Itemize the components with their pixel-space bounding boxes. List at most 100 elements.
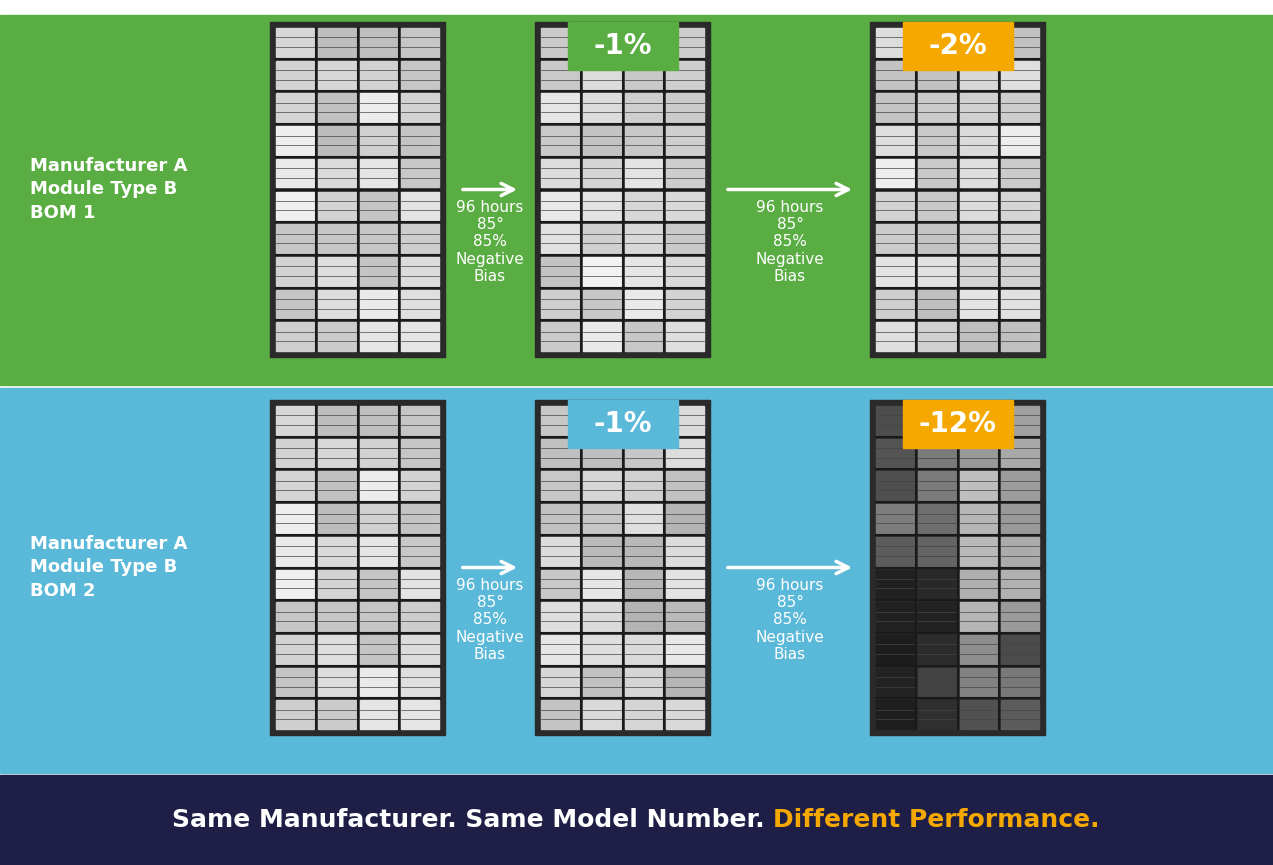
Bar <box>541 635 579 663</box>
Bar <box>276 635 313 663</box>
Bar <box>318 406 355 435</box>
Bar <box>318 257 355 285</box>
Bar <box>1002 290 1039 318</box>
Bar <box>876 569 914 599</box>
Bar <box>318 126 355 155</box>
Bar <box>666 635 704 663</box>
Bar <box>359 439 397 467</box>
Bar <box>666 191 704 221</box>
Text: -2%: -2% <box>928 32 987 60</box>
Text: Manufacturer A: Manufacturer A <box>31 535 187 553</box>
Bar <box>541 569 579 599</box>
Bar <box>541 439 579 467</box>
Bar <box>1002 224 1039 253</box>
Bar <box>960 290 997 318</box>
Bar <box>876 668 914 696</box>
Bar <box>276 159 313 188</box>
Bar <box>359 668 397 696</box>
Bar <box>918 93 956 122</box>
Bar <box>359 569 397 599</box>
Bar <box>625 159 662 188</box>
Bar <box>918 126 956 155</box>
Bar <box>359 159 397 188</box>
Bar <box>960 323 997 351</box>
Bar <box>318 537 355 566</box>
Bar <box>1002 439 1039 467</box>
Bar <box>318 635 355 663</box>
Bar <box>1002 602 1039 631</box>
Bar <box>541 701 579 729</box>
Bar <box>625 439 662 467</box>
Bar <box>318 159 355 188</box>
Bar <box>960 439 997 467</box>
Bar <box>541 504 579 533</box>
Bar <box>876 224 914 253</box>
Bar <box>401 126 439 155</box>
Bar <box>1002 323 1039 351</box>
Bar <box>625 537 662 566</box>
Bar <box>960 126 997 155</box>
Bar <box>666 224 704 253</box>
Bar <box>401 635 439 663</box>
Text: 96 hours
85°
85%
Negative
Bias: 96 hours 85° 85% Negative Bias <box>756 578 825 662</box>
Bar <box>276 602 313 631</box>
Bar <box>359 504 397 533</box>
Bar <box>541 290 579 318</box>
Bar <box>876 126 914 155</box>
Bar <box>276 126 313 155</box>
Bar <box>583 93 620 122</box>
Bar <box>541 93 579 122</box>
Bar <box>359 701 397 729</box>
Bar <box>876 28 914 57</box>
Bar <box>401 471 439 500</box>
Bar <box>541 191 579 221</box>
Bar <box>1002 28 1039 57</box>
Text: -12%: -12% <box>919 410 997 438</box>
Bar <box>359 224 397 253</box>
Bar <box>0 388 1273 773</box>
Bar <box>541 224 579 253</box>
Bar <box>960 471 997 500</box>
Bar <box>276 93 313 122</box>
Text: Same Manufacturer. Same Model Number.: Same Manufacturer. Same Model Number. <box>172 808 774 832</box>
Bar <box>876 406 914 435</box>
Bar <box>625 28 662 57</box>
Bar <box>960 635 997 663</box>
Bar <box>359 61 397 89</box>
Bar <box>666 126 704 155</box>
Bar <box>541 471 579 500</box>
Bar <box>918 701 956 729</box>
Bar <box>401 602 439 631</box>
Bar <box>359 257 397 285</box>
Bar <box>625 93 662 122</box>
Text: -1%: -1% <box>593 32 652 60</box>
Bar <box>960 602 997 631</box>
Bar <box>276 537 313 566</box>
Bar <box>401 439 439 467</box>
Bar <box>666 93 704 122</box>
Bar <box>869 400 1045 735</box>
Bar <box>625 701 662 729</box>
Bar <box>876 323 914 351</box>
Text: BOM 2: BOM 2 <box>31 582 95 600</box>
Bar <box>625 126 662 155</box>
Bar <box>666 602 704 631</box>
Bar <box>318 28 355 57</box>
Bar <box>568 22 677 70</box>
Bar <box>1002 93 1039 122</box>
Text: -1%: -1% <box>593 410 652 438</box>
Bar <box>960 224 997 253</box>
Bar <box>541 537 579 566</box>
Bar <box>876 191 914 221</box>
Bar <box>318 191 355 221</box>
Bar <box>876 602 914 631</box>
Bar <box>1002 668 1039 696</box>
Bar <box>541 159 579 188</box>
Bar <box>666 569 704 599</box>
Bar <box>401 504 439 533</box>
Bar <box>401 257 439 285</box>
Bar <box>876 701 914 729</box>
Bar <box>960 406 997 435</box>
Bar <box>918 290 956 318</box>
Bar <box>541 323 579 351</box>
